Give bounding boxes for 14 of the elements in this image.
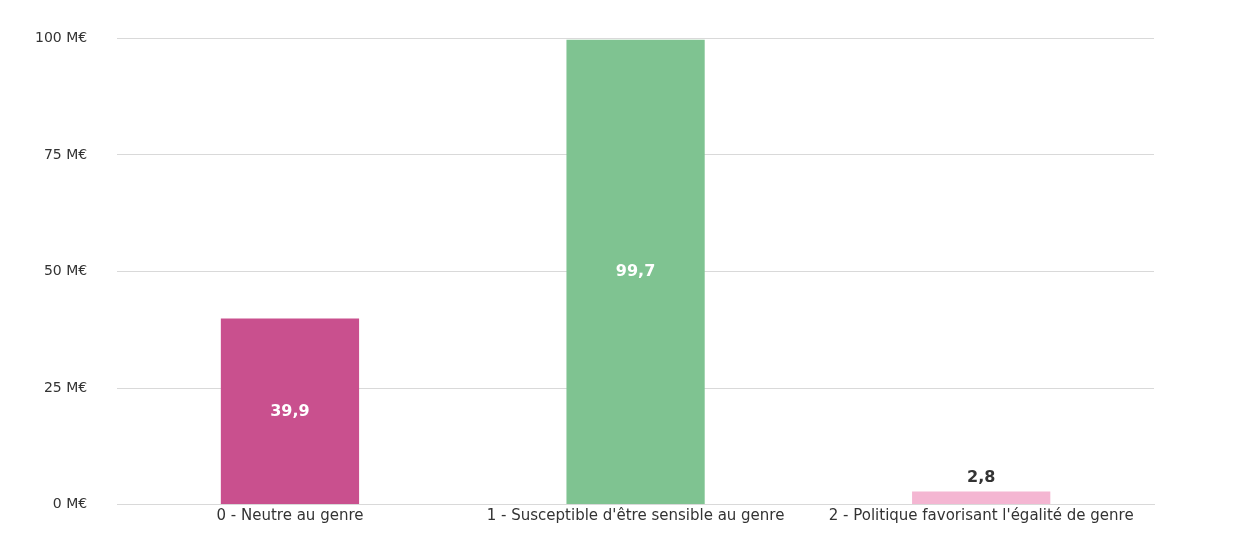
y-tick-label: 25 M€	[43, 378, 88, 395]
data-label: 99,7	[615, 261, 656, 281]
data-label: 2,8	[967, 466, 996, 486]
y-tick-label: 75 M€	[43, 145, 88, 162]
y-tick-label: 100 M€	[34, 29, 88, 46]
x-tick-label: 2 - Politique favorisant l'égalité de genre	[828, 506, 1134, 525]
bar	[912, 491, 1051, 505]
x-tick-label: 1 - Susceptible d'être sensible au genre	[486, 506, 785, 525]
data-label: 39,9	[270, 400, 310, 420]
y-tick-label: 50 M€	[43, 262, 88, 279]
x-tick-label: 0 - Neutre au genre	[216, 506, 364, 525]
bar	[220, 318, 360, 505]
bar	[566, 39, 705, 505]
y-tick-label: 0 M€	[52, 495, 88, 512]
